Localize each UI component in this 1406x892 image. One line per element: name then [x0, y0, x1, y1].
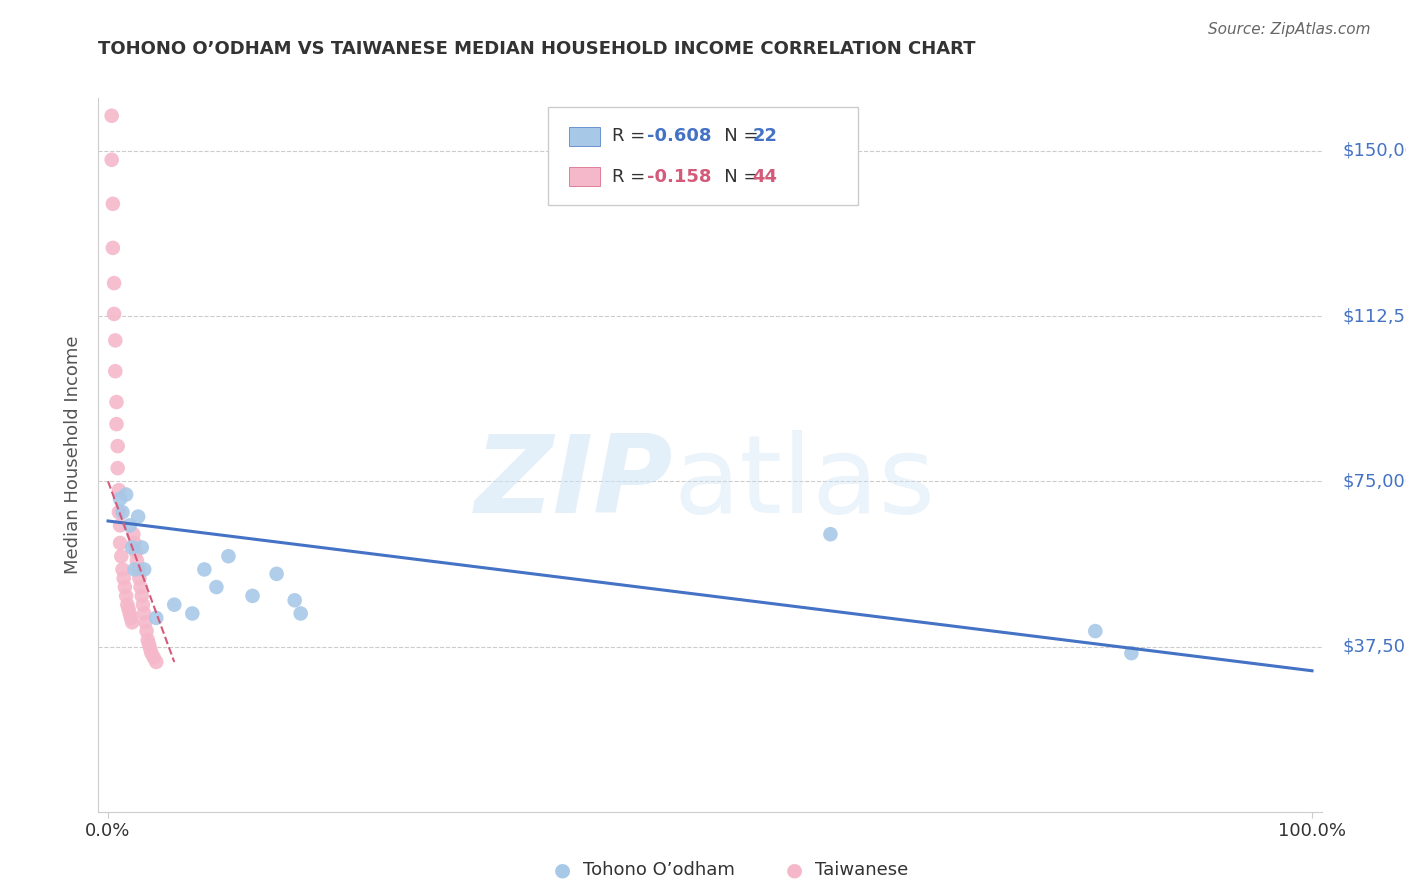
- Text: Taiwanese: Taiwanese: [815, 861, 908, 879]
- Text: N =: N =: [707, 168, 765, 186]
- Point: [103, 276, 125, 290]
- Point: [131, 589, 153, 603]
- Point: [127, 509, 149, 524]
- Point: [205, 580, 228, 594]
- Point: [132, 598, 155, 612]
- Text: R =: R =: [612, 168, 651, 186]
- Point: [141, 646, 163, 660]
- Point: [107, 461, 129, 475]
- Point: [284, 593, 307, 607]
- Y-axis label: Median Household Income: Median Household Income: [65, 335, 83, 574]
- Text: ZIP: ZIP: [475, 431, 673, 536]
- Point: [217, 549, 239, 564]
- Point: [117, 602, 139, 616]
- Point: [101, 197, 124, 211]
- Point: [1084, 624, 1107, 639]
- Text: -0.608: -0.608: [647, 128, 711, 145]
- Text: atlas: atlas: [673, 431, 935, 536]
- Point: [122, 527, 145, 541]
- Point: [107, 439, 129, 453]
- Point: [142, 650, 165, 665]
- Point: [115, 589, 138, 603]
- Point: [100, 153, 122, 167]
- Point: [100, 109, 122, 123]
- Point: [104, 364, 127, 378]
- Point: [108, 491, 131, 506]
- Point: [115, 487, 138, 501]
- Point: [105, 395, 128, 409]
- Point: [134, 562, 156, 576]
- Point: [181, 607, 204, 621]
- Point: [110, 549, 132, 564]
- Point: [108, 483, 131, 498]
- Point: [145, 611, 167, 625]
- Point: [120, 611, 142, 625]
- Point: [128, 571, 150, 585]
- Text: R =: R =: [612, 128, 651, 145]
- Point: [124, 562, 146, 576]
- Text: $37,500: $37,500: [1343, 638, 1406, 656]
- Point: [121, 615, 143, 630]
- Point: [117, 598, 139, 612]
- Text: $112,500: $112,500: [1343, 307, 1406, 326]
- Point: [104, 334, 127, 348]
- Point: [108, 505, 131, 519]
- Point: [1121, 646, 1143, 660]
- Point: [138, 637, 160, 651]
- Point: [127, 562, 149, 576]
- Point: [139, 641, 162, 656]
- Point: [193, 562, 215, 576]
- Text: $75,000: $75,000: [1343, 473, 1406, 491]
- Point: [820, 527, 842, 541]
- Text: ●: ●: [554, 860, 571, 880]
- Point: [111, 562, 134, 576]
- Point: [266, 566, 288, 581]
- Text: Tohono O’odham: Tohono O’odham: [583, 861, 735, 879]
- Point: [101, 241, 124, 255]
- Point: [103, 307, 125, 321]
- Text: ●: ●: [786, 860, 803, 880]
- Point: [145, 655, 167, 669]
- Point: [108, 518, 131, 533]
- Point: [242, 589, 264, 603]
- Point: [125, 545, 148, 559]
- Point: [105, 417, 128, 431]
- Point: [125, 554, 148, 568]
- Text: Source: ZipAtlas.com: Source: ZipAtlas.com: [1208, 22, 1371, 37]
- Point: [290, 607, 312, 621]
- Text: 44: 44: [752, 168, 778, 186]
- Point: [129, 580, 152, 594]
- Point: [118, 518, 141, 533]
- Point: [136, 632, 159, 647]
- Point: [135, 624, 157, 639]
- Text: -0.158: -0.158: [647, 168, 711, 186]
- Point: [111, 505, 134, 519]
- Point: [131, 541, 153, 555]
- Text: N =: N =: [707, 128, 765, 145]
- Point: [134, 615, 156, 630]
- Text: TOHONO O’ODHAM VS TAIWANESE MEDIAN HOUSEHOLD INCOME CORRELATION CHART: TOHONO O’ODHAM VS TAIWANESE MEDIAN HOUSE…: [98, 40, 976, 58]
- Point: [118, 607, 141, 621]
- Point: [134, 607, 156, 621]
- Point: [121, 541, 143, 555]
- Text: 22: 22: [752, 128, 778, 145]
- Point: [108, 536, 131, 550]
- Point: [163, 598, 186, 612]
- Text: $150,000: $150,000: [1343, 142, 1406, 160]
- Point: [114, 580, 136, 594]
- Point: [112, 571, 135, 585]
- Point: [124, 536, 146, 550]
